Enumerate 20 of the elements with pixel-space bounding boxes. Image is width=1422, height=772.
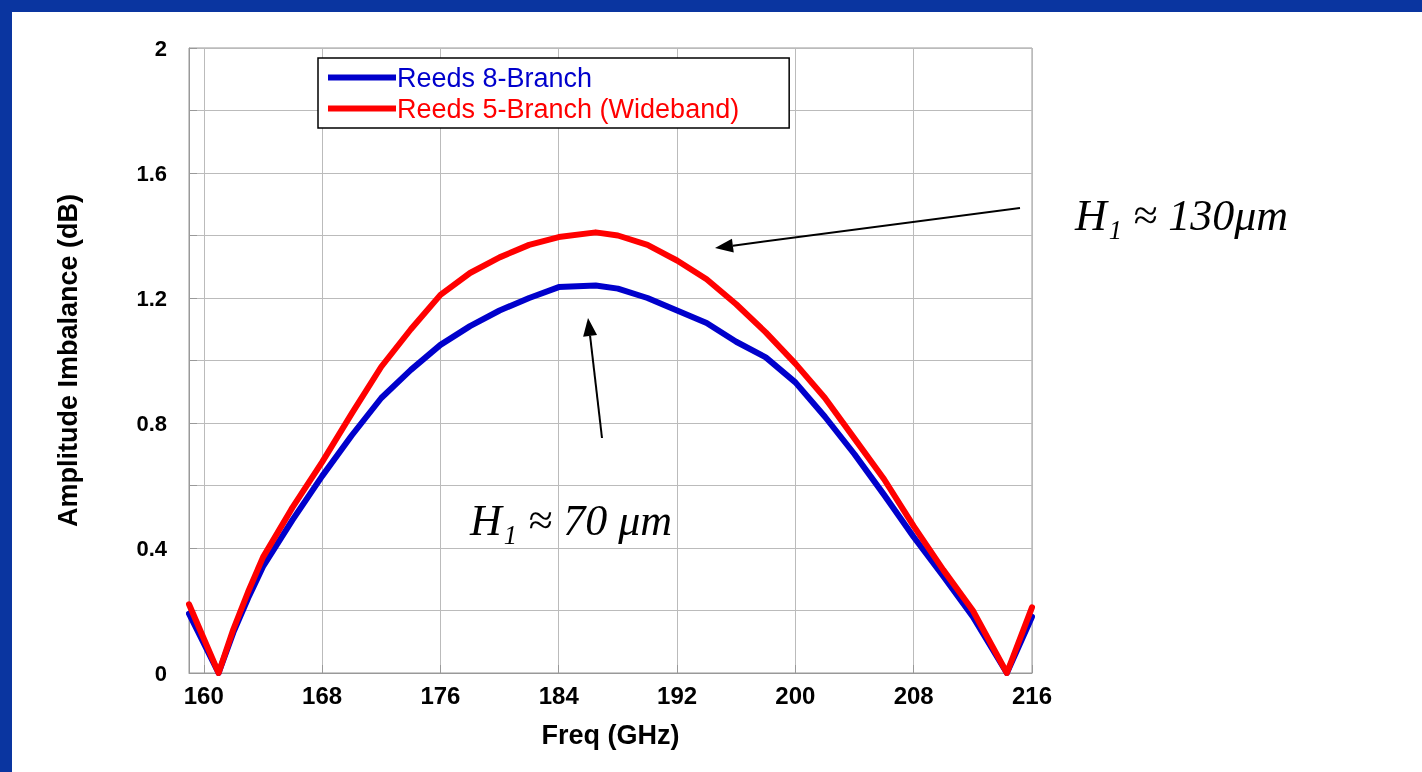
y-tick-label: 0.4 <box>136 535 168 561</box>
x-tick-label: 184 <box>538 681 580 709</box>
x-tick-label: 168 <box>302 681 343 709</box>
y-tick-label: 1.6 <box>136 160 167 186</box>
x-tick-label: 176 <box>420 681 461 709</box>
y-tick-label: 0 <box>154 660 167 686</box>
legend-label: Reeds 8-Branch <box>397 62 593 93</box>
text: H₁ ≈ 130μm <box>1075 190 1289 241</box>
y-tick-label: 1.2 <box>136 285 167 311</box>
y-axis-title: Amplitude Imbalance (dB) <box>52 193 83 528</box>
x-tick-label: 216 <box>1011 681 1053 709</box>
x-axis-title: Freq (GHz) <box>541 719 680 750</box>
x-tick-label: 208 <box>893 681 934 709</box>
x-tick-label: 160 <box>183 681 224 709</box>
y-tick-label: 2 <box>154 35 167 61</box>
x-tick-label: 200 <box>775 681 816 709</box>
annotation: H₁ ≈ 70 μm <box>470 495 673 546</box>
legend-label: Reeds 5-Branch (Wideband) <box>397 93 740 124</box>
y-tick-label: 0.8 <box>136 410 167 436</box>
x-tick-label: 192 <box>657 681 698 709</box>
